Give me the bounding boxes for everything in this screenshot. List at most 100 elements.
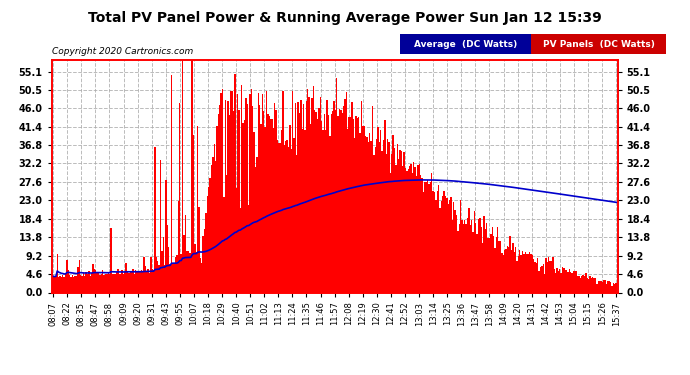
Bar: [484, 229, 486, 292]
Bar: [273, 128, 274, 292]
Bar: [344, 99, 346, 292]
Bar: [198, 207, 199, 292]
Bar: [146, 272, 148, 292]
Bar: [596, 284, 598, 292]
Bar: [219, 105, 220, 292]
Bar: [106, 274, 108, 292]
Bar: [201, 263, 202, 292]
Bar: [113, 274, 115, 292]
Bar: [212, 157, 213, 292]
Bar: [387, 139, 388, 292]
Bar: [245, 98, 246, 292]
Bar: [459, 224, 460, 292]
Bar: [69, 275, 70, 292]
Bar: [124, 272, 126, 292]
Bar: [202, 236, 204, 292]
Bar: [491, 227, 493, 292]
Bar: [263, 111, 264, 292]
Bar: [422, 178, 423, 292]
Bar: [540, 267, 541, 292]
Bar: [433, 191, 434, 292]
Bar: [184, 236, 185, 292]
Bar: [495, 237, 497, 292]
Bar: [311, 98, 313, 292]
Bar: [318, 108, 319, 292]
Bar: [482, 243, 483, 292]
Bar: [362, 126, 364, 292]
Bar: [595, 279, 596, 292]
Bar: [555, 273, 556, 292]
Bar: [487, 238, 489, 292]
Bar: [348, 117, 350, 292]
Bar: [610, 282, 611, 292]
Bar: [262, 94, 263, 292]
Bar: [88, 271, 90, 292]
Bar: [235, 188, 237, 292]
Bar: [145, 266, 146, 292]
Bar: [603, 280, 604, 292]
Bar: [216, 126, 217, 292]
Bar: [490, 234, 491, 292]
Bar: [223, 197, 224, 292]
Bar: [314, 110, 315, 292]
Bar: [505, 249, 506, 292]
Bar: [365, 136, 366, 292]
Bar: [585, 273, 586, 292]
Bar: [112, 274, 113, 292]
Bar: [217, 114, 219, 292]
Bar: [533, 259, 534, 292]
Bar: [117, 269, 119, 292]
Bar: [131, 272, 132, 292]
Bar: [391, 154, 393, 292]
Bar: [372, 106, 373, 292]
Bar: [190, 253, 192, 292]
Bar: [337, 116, 339, 292]
Bar: [602, 282, 603, 292]
Bar: [174, 264, 175, 292]
Bar: [434, 192, 435, 292]
Bar: [105, 274, 106, 292]
Bar: [285, 141, 286, 292]
Bar: [328, 115, 329, 292]
Bar: [250, 89, 252, 292]
Bar: [591, 278, 592, 292]
Bar: [164, 264, 166, 292]
Bar: [449, 200, 451, 292]
Bar: [149, 273, 150, 292]
Bar: [256, 157, 257, 292]
Bar: [380, 130, 382, 292]
Bar: [613, 283, 614, 292]
Bar: [155, 147, 156, 292]
Bar: [586, 278, 588, 292]
Bar: [144, 257, 145, 292]
Bar: [70, 277, 72, 292]
Bar: [197, 126, 198, 292]
Bar: [296, 154, 297, 292]
Bar: [483, 216, 484, 292]
Bar: [402, 166, 404, 292]
Bar: [137, 272, 138, 292]
Bar: [290, 149, 292, 292]
Bar: [497, 227, 498, 292]
Bar: [95, 270, 97, 292]
Bar: [388, 142, 390, 292]
Bar: [556, 268, 558, 292]
Bar: [238, 110, 239, 292]
Bar: [335, 110, 336, 292]
Bar: [87, 274, 88, 292]
Bar: [574, 271, 575, 292]
Bar: [424, 182, 426, 292]
Bar: [423, 192, 424, 292]
Bar: [58, 277, 59, 292]
Bar: [518, 256, 519, 292]
Bar: [326, 100, 328, 292]
Bar: [182, 39, 184, 292]
Bar: [206, 196, 208, 292]
Bar: [542, 264, 544, 292]
Bar: [373, 155, 375, 292]
Bar: [592, 277, 593, 292]
Bar: [382, 151, 383, 292]
Bar: [604, 280, 606, 292]
Bar: [339, 109, 340, 292]
Bar: [494, 248, 495, 292]
